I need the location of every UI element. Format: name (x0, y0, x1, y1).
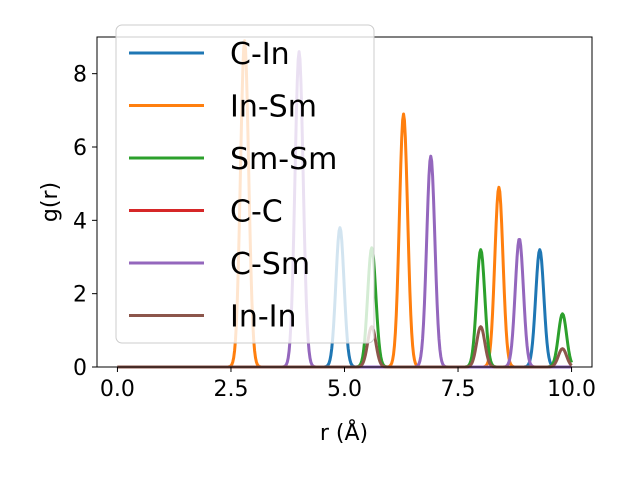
legend: C-In In-Sm Sm-Sm C-C C-Sm In-In (115, 24, 375, 344)
legend-label-1: In-Sm (230, 90, 317, 125)
x-tick-label: 2.5 (213, 377, 248, 402)
y-tick-label: 6 (73, 136, 87, 161)
y-tick-label: 8 (73, 63, 87, 88)
y-tick-label: 0 (73, 356, 87, 381)
x-tick-label: 10.0 (547, 377, 596, 402)
x-tick-label: 7.5 (441, 377, 476, 402)
x-ticks: 0.0 2.5 5.0 7.5 10.0 (100, 367, 596, 402)
y-ticks: 0 2 4 6 8 (73, 63, 97, 381)
legend-label-3: C-C (230, 195, 283, 230)
x-tick-label: 0.0 (100, 377, 135, 402)
legend-label-5: In-In (230, 300, 297, 335)
legend-box (115, 24, 375, 344)
legend-label-2: Sm-Sm (230, 142, 337, 177)
y-tick-label: 4 (73, 209, 87, 234)
x-axis-label: r (Å) (320, 419, 368, 446)
legend-label-4: C-Sm (230, 247, 310, 282)
y-tick-label: 2 (73, 283, 87, 308)
legend-label-0: C-In (230, 37, 290, 72)
y-axis-label: g(r) (38, 182, 63, 222)
x-tick-label: 5.0 (327, 377, 362, 402)
